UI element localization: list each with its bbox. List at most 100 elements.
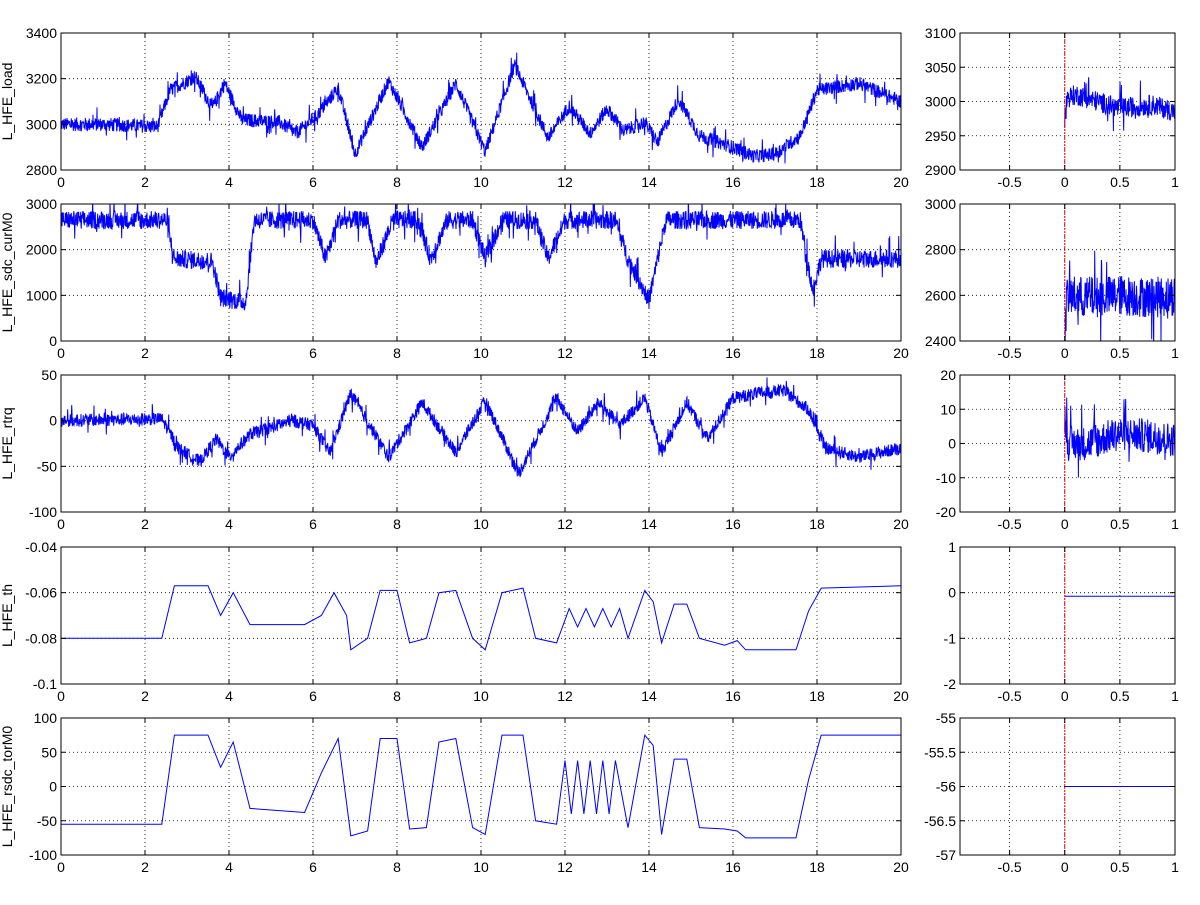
y-tick-label: 2900 [925,162,956,178]
y-tick-label: -0.04 [25,539,57,555]
y-tick-label: 3200 [26,71,57,87]
x-tick-label: 6 [309,688,317,704]
subplot-right-2: -0.5 0 0.5 1 -20 -10 0 10 20 [936,367,1179,532]
y-tick-label: 0 [49,413,57,429]
axes-frame [959,546,1176,685]
y-axis-label: L_HFE_sdc_curM0 [0,212,15,332]
x-tick-label: -0.5 [998,859,1022,875]
y-axis-label: L_HFE_rtrq [0,407,15,479]
x-tick-label: 0 [57,688,65,704]
y-tick-label: 0 [948,585,956,601]
x-tick-label: 8 [393,174,401,190]
x-tick-label: 2 [141,174,149,190]
x-tick-label: 16 [725,174,741,190]
x-tick-label: 12 [557,688,573,704]
x-tick-label: 6 [309,516,317,532]
x-tick-label: 2 [141,516,149,532]
y-tick-label: 2800 [925,242,956,258]
x-tick-label: 2 [141,345,149,361]
y-tick-label: -0.06 [25,585,57,601]
x-tick-label: 0 [57,859,65,875]
x-tick-label: 14 [641,174,657,190]
x-tick-label: 0 [1061,516,1069,532]
x-tick-label: 20 [893,516,909,532]
x-tick-label: 2 [141,688,149,704]
x-tick-label: 0 [1061,688,1069,704]
y-tick-label: 20 [940,367,956,383]
x-tick-label: 14 [641,516,657,532]
x-tick-label: 14 [641,688,657,704]
y-tick-label: -100 [29,504,57,520]
y-tick-label: 50 [41,367,57,383]
y-tick-label: 2400 [925,333,956,349]
x-tick-label: 20 [893,688,909,704]
series-line [61,377,901,477]
subplot-left-3: 0 2 4 6 8 10 12 14 16 18 20 -0.1 -0.08 -0.06 -0.04 L_HF… [0,539,909,704]
series-line [61,204,901,311]
y-tick-label: 10 [940,401,956,417]
x-tick-label: 2 [141,859,149,875]
subplot-right-4: -0.5 0 0.5 1 -57 -56.5 -56 -55.5 -55 [924,710,1179,875]
y-tick-label: -55 [936,710,956,726]
x-tick-label: 10 [473,345,489,361]
y-tick-label: 3000 [26,116,57,132]
x-tick-label: 8 [393,859,401,875]
y-tick-label: 3050 [925,59,956,75]
y-tick-label: -2 [944,676,957,692]
series-line [61,52,901,164]
x-tick-label: 6 [309,345,317,361]
y-tick-label: 3000 [925,94,956,110]
x-tick-label: 20 [893,345,909,361]
subplot-right-3: -0.5 0 0.5 1 -2 -1 0 1 [944,539,1180,704]
y-tick-label: 3000 [26,196,57,212]
y-tick-label: -1 [944,630,957,646]
x-tick-label: 6 [309,859,317,875]
x-tick-label: 16 [725,345,741,361]
y-axis-label: L_HFE_rsdc_torM0 [0,726,15,848]
x-tick-label: 4 [225,174,233,190]
subplot-right-0: -0.5 0 0.5 1 2900 2950 3000 3050 3100 [925,25,1179,190]
y-tick-label: 2600 [925,287,956,303]
y-tick-label: -56 [936,779,956,795]
x-tick-label: 20 [893,174,909,190]
y-tick-label: -0.1 [33,676,57,692]
x-tick-label: 16 [725,859,741,875]
series-line [61,585,901,651]
x-tick-label: 12 [557,516,573,532]
y-tick-label: 1000 [26,287,57,303]
x-tick-label: -0.5 [998,516,1022,532]
x-tick-label: 4 [225,859,233,875]
x-tick-label: 0.5 [1110,688,1130,704]
x-tick-label: 4 [225,516,233,532]
x-tick-label: 0 [1061,174,1069,190]
x-tick-label: 10 [473,859,489,875]
subplot-left-0: 0 2 4 6 8 10 12 14 16 18 20 2800 3000 3200 3400 L_HFE_l… [0,25,909,190]
x-tick-label: -0.5 [998,345,1022,361]
x-tick-label: -0.5 [998,688,1022,704]
y-tick-label: -57 [936,847,956,863]
y-tick-label: 0 [49,333,57,349]
x-tick-label: 18 [809,516,825,532]
y-tick-label: 100 [34,710,58,726]
x-tick-label: 8 [393,345,401,361]
x-tick-label: 10 [473,516,489,532]
y-tick-label: 0 [948,436,956,452]
subplot-left-4: 0 2 4 6 8 10 12 14 16 18 20 -100 -50 0 50 100 L_HFE_rsdc… [0,710,909,875]
x-tick-label: 0.5 [1110,174,1130,190]
y-axis-label: L_HFE_load [0,63,15,141]
y-tick-label: 2950 [925,128,956,144]
x-tick-label: 0 [1061,345,1069,361]
y-axis-label: L_HFE_th [0,584,15,647]
y-tick-label: -50 [37,458,57,474]
x-tick-label: 8 [393,516,401,532]
x-tick-label: 1 [1171,345,1179,361]
subplot-left-2: 0 2 4 6 8 10 12 14 16 18 20 -100 -50 0 50 L_HFE_rtrq [0,367,909,532]
x-tick-label: 12 [557,345,573,361]
y-tick-label: -55.5 [924,744,956,760]
x-tick-label: 0.5 [1110,859,1130,875]
x-tick-label: 0 [1061,859,1069,875]
x-tick-label: 18 [809,688,825,704]
x-tick-label: 0 [57,516,65,532]
x-tick-label: 12 [557,859,573,875]
